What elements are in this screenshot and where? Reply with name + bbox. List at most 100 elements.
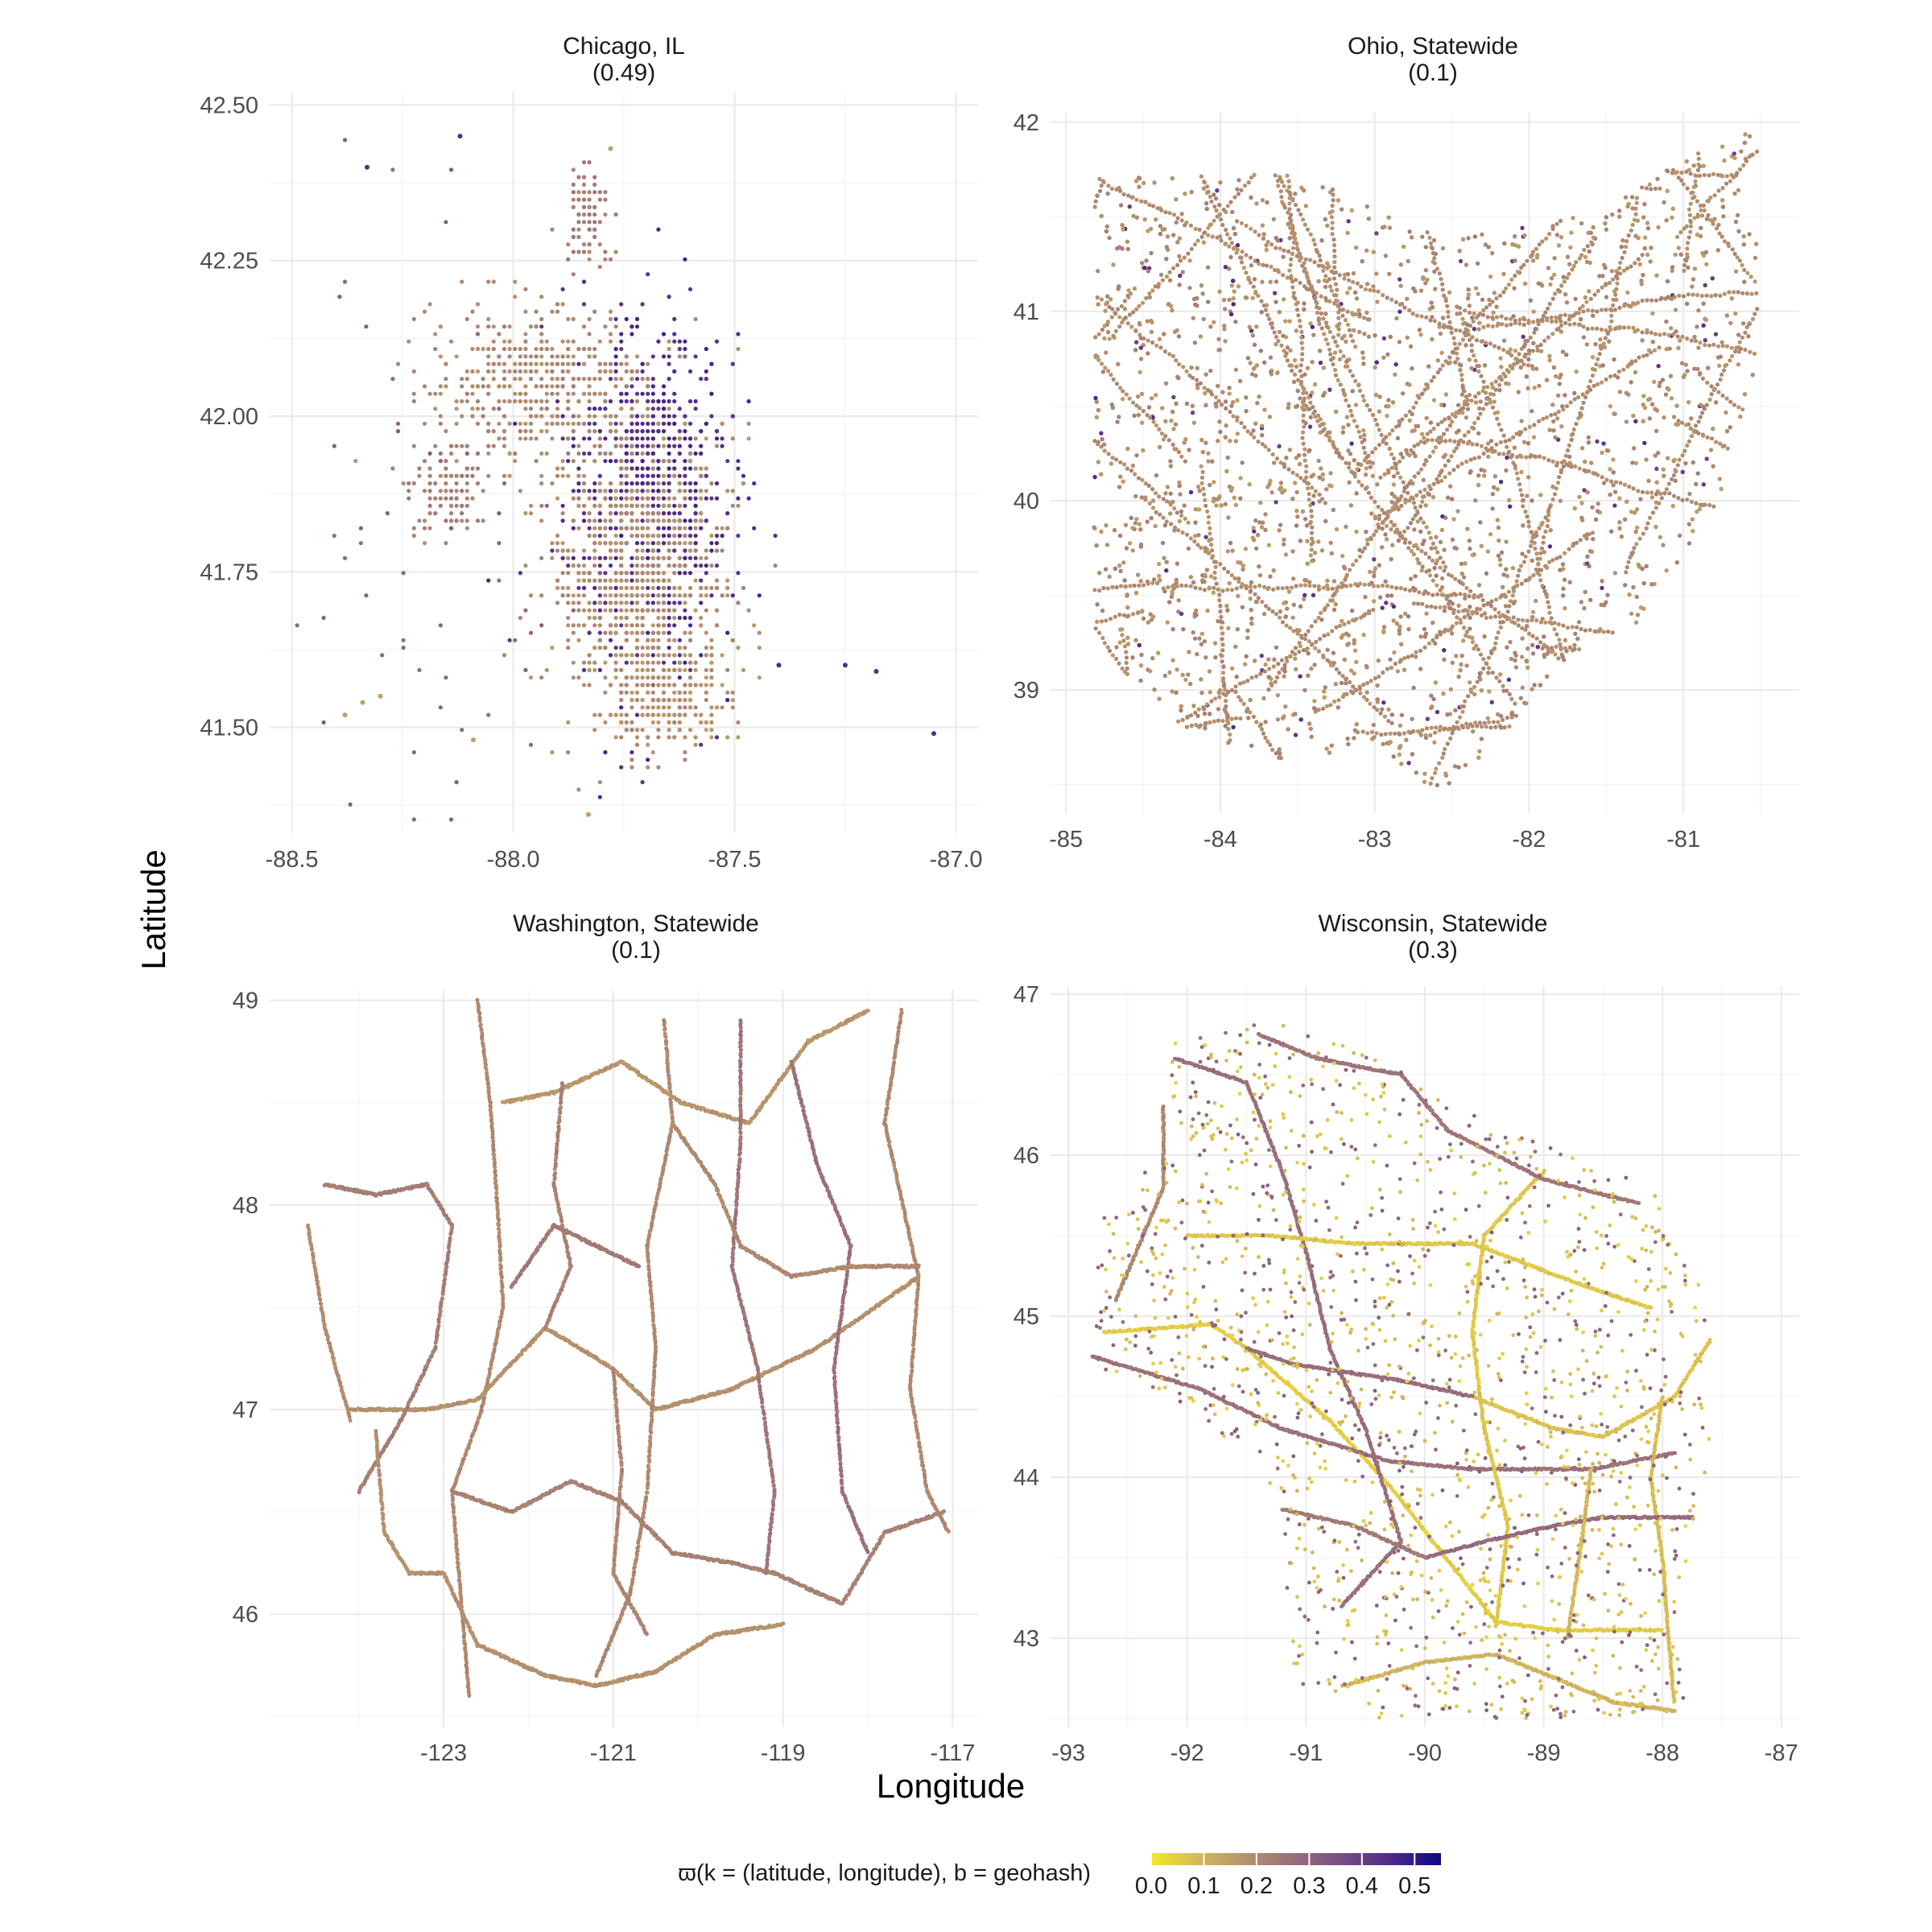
- data-point: [624, 429, 629, 434]
- data-point: [470, 391, 475, 396]
- data-point: [714, 705, 720, 710]
- data-point: [608, 555, 613, 560]
- data-point: [544, 391, 549, 396]
- data-point: [507, 421, 512, 426]
- data-point: [650, 354, 655, 359]
- data-point: [736, 601, 741, 605]
- data-point: [581, 436, 587, 441]
- data-point: [699, 720, 704, 725]
- data-point: [555, 391, 560, 396]
- data-point: [619, 526, 624, 530]
- data-point: [581, 204, 587, 209]
- data-point: [650, 690, 655, 695]
- data-point: [534, 414, 539, 419]
- data-point: [555, 384, 560, 389]
- data-point: [634, 571, 640, 576]
- data-point: [608, 593, 613, 598]
- data-point: [619, 511, 624, 516]
- data-point: [646, 489, 650, 493]
- data-point: [581, 451, 587, 456]
- data-point: [709, 675, 714, 680]
- data-point: [693, 564, 698, 568]
- data-point: [597, 264, 602, 270]
- data-point: [704, 653, 708, 658]
- data-point: [566, 421, 571, 426]
- data-point: [576, 190, 581, 195]
- data-point: [687, 436, 693, 441]
- data-point: [656, 646, 661, 650]
- data-point: [677, 555, 682, 560]
- data-point: [720, 526, 724, 530]
- data-point: [448, 444, 454, 448]
- data-point: [528, 630, 534, 635]
- data-point: [475, 451, 481, 456]
- data-point: [613, 369, 618, 374]
- data-point: [550, 541, 555, 546]
- data-point: [640, 578, 645, 583]
- data-point: [486, 346, 491, 352]
- data-point: [667, 451, 671, 456]
- data-point: [650, 496, 655, 501]
- data-point: [667, 526, 671, 530]
- data-point: [576, 675, 581, 680]
- data-point: [656, 601, 661, 605]
- data-point: [736, 571, 741, 576]
- data-point: [464, 377, 469, 382]
- data-point: [555, 407, 560, 411]
- data-point: [539, 384, 544, 389]
- data-point: [650, 421, 655, 426]
- data-point: [661, 683, 667, 687]
- data-point: [411, 481, 416, 486]
- data-point: [576, 601, 581, 605]
- data-point: [677, 690, 682, 695]
- data-point: [603, 646, 608, 650]
- data-point: [566, 601, 571, 605]
- data-point: [571, 489, 576, 493]
- data-point: [677, 571, 682, 576]
- data-point: [646, 541, 650, 546]
- data-point: [656, 473, 661, 478]
- data-point: [677, 407, 682, 411]
- data-point: [597, 444, 602, 448]
- data-point: [640, 541, 645, 546]
- data-point: [630, 593, 634, 598]
- data-point: [650, 398, 655, 404]
- data-point: [571, 316, 576, 321]
- data-point: [592, 533, 597, 539]
- data-point: [687, 451, 693, 456]
- data-point: [667, 601, 671, 605]
- data-point: [581, 667, 587, 673]
- data-point: [624, 675, 629, 680]
- data-point: [672, 712, 677, 717]
- data-point: [486, 384, 491, 389]
- data-point: [411, 369, 416, 374]
- data-point: [422, 421, 427, 426]
- data-point: [709, 735, 714, 740]
- data-point: [640, 481, 645, 486]
- data-point: [704, 548, 708, 553]
- data-point: [448, 817, 454, 822]
- data-point: [592, 377, 597, 382]
- data-point: [667, 578, 671, 583]
- data-point: [581, 660, 587, 665]
- data-point: [544, 369, 549, 374]
- data-point: [687, 459, 693, 464]
- data-point: [661, 473, 667, 478]
- data-point: [539, 481, 544, 486]
- data-point: [603, 533, 608, 539]
- data-point: [640, 459, 645, 464]
- data-point: [624, 585, 629, 591]
- data-point: [661, 384, 667, 389]
- data-point: [667, 638, 671, 642]
- data-point: [693, 548, 698, 553]
- data-point: [608, 257, 613, 262]
- data-point: [550, 414, 555, 419]
- data-point: [592, 309, 597, 314]
- data-point: [597, 451, 602, 456]
- data-point: [539, 518, 544, 523]
- data-point: [619, 698, 624, 703]
- data-point: [523, 667, 528, 673]
- data-point: [672, 339, 677, 344]
- data-point: [699, 555, 704, 560]
- point-layer: [1092, 132, 1760, 788]
